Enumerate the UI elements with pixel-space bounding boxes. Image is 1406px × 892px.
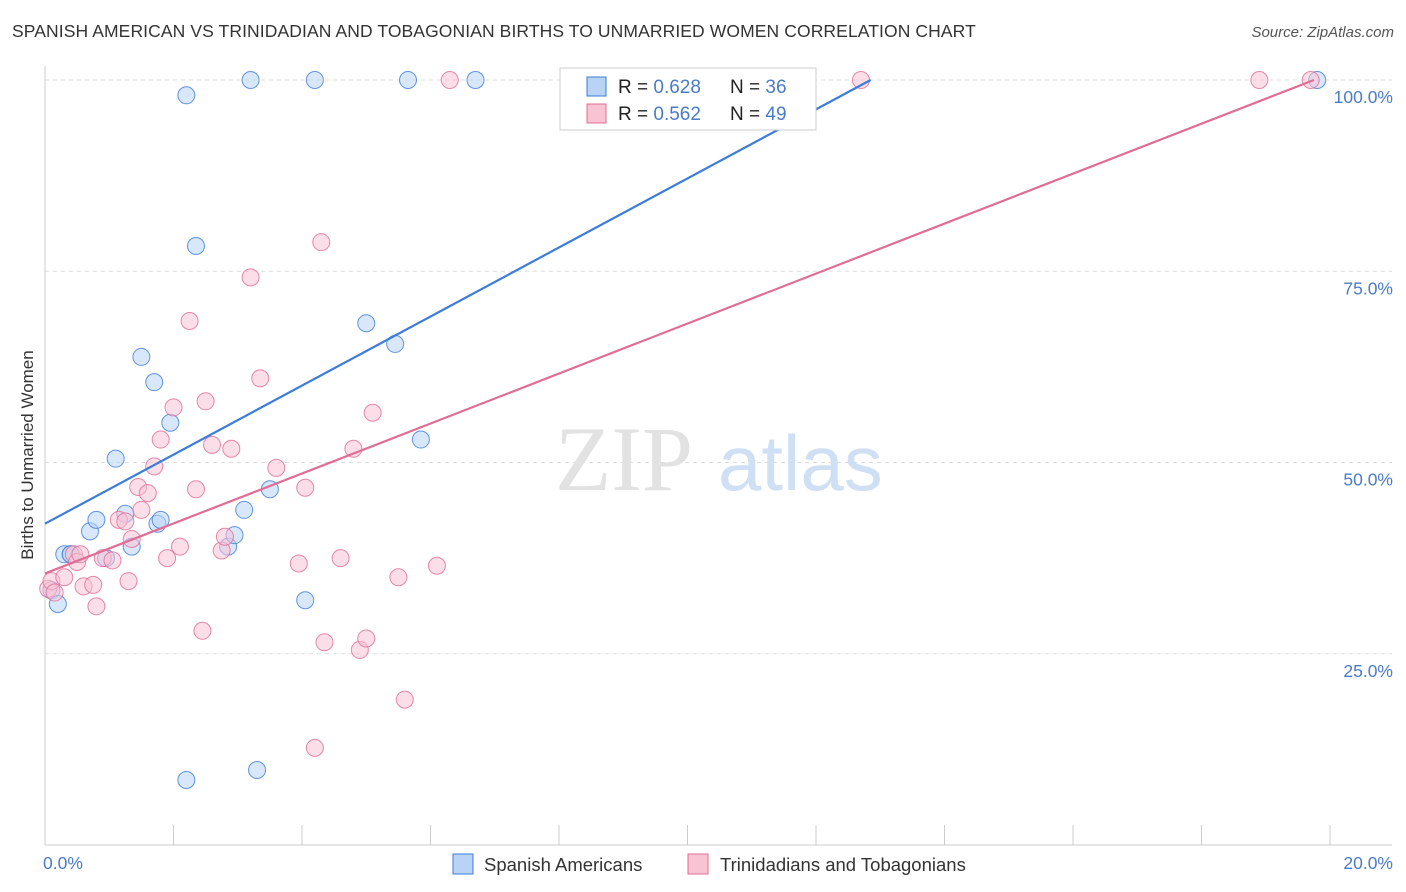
spanish-americans-point (132, 347, 151, 366)
legend-label-trinidadians: Trinidadians and Tobagonians (720, 854, 966, 875)
legend-swatch-pink (586, 103, 607, 124)
y-tick-labels: 25.0% 50.0% 75.0% 100.0% (1334, 87, 1393, 681)
spanish-americans-trend-line (44, 79, 872, 525)
legend-swatch-spanish-americans (452, 853, 474, 875)
y-axis-label: Births to Unmarried Women (18, 350, 37, 559)
spanish-americans-point (235, 500, 254, 519)
trinidadians-point (164, 398, 183, 417)
trinidadians-point (151, 430, 170, 449)
watermark-zip: ZIP (555, 408, 693, 510)
trinidadians-point (241, 268, 260, 287)
y-tick-label: 25.0% (1343, 661, 1393, 681)
trinidadians-point (312, 233, 331, 252)
legend-stat-text: R = 0.562 (618, 104, 701, 125)
spanish-americans-point (177, 770, 196, 789)
trinidadians-point (170, 537, 189, 556)
trinidadians-point (305, 738, 324, 757)
trinidadians-point (1301, 71, 1320, 89)
axes (44, 66, 1392, 846)
spanish-americans-point (186, 237, 205, 256)
stats-legend: R = 0.628 N = 36 R = 0.562 N = 49 (559, 67, 817, 131)
spanish-americans-point (399, 71, 418, 89)
trinidadians-point (103, 551, 122, 570)
trinidadians-point (55, 568, 74, 587)
trinidadians-points (39, 71, 1320, 757)
trinidadians-point (315, 633, 334, 652)
spanish-americans-point (106, 449, 125, 468)
trinidadians-point (357, 629, 376, 648)
trinidadians-point (116, 512, 135, 531)
trinidadians-trend-line (44, 78, 1315, 575)
y-tick-label: 75.0% (1343, 278, 1393, 298)
trinidadians-point (440, 71, 459, 89)
spanish-americans-point (305, 71, 324, 89)
chart-title: SPANISH AMERICAN VS TRINIDADIAN AND TOBA… (12, 21, 976, 41)
legend-swatch-blue (586, 76, 607, 97)
spanish-americans-point (145, 373, 164, 392)
legend-label-spanish-americans: Spanish Americans (484, 854, 642, 875)
y-tick-label: 100.0% (1334, 87, 1393, 107)
trinidadians-point (186, 480, 205, 499)
trinidadians-point (222, 439, 241, 458)
trinidadians-point (395, 690, 414, 709)
spanish-americans-point (411, 430, 430, 449)
chart-source: Source: ZipAtlas.com (1251, 24, 1394, 41)
bottom-legend: Spanish Americans Trinidadians and Tobago… (452, 853, 966, 875)
legend-stat-text: R = 0.628 (618, 77, 701, 98)
trinidadians-point (1250, 71, 1269, 89)
trinidadians-point (45, 583, 64, 602)
trinidadians-point (427, 556, 446, 575)
watermark-atlas: atlas (718, 419, 883, 507)
trend-lines (44, 78, 1315, 575)
spanish-americans-point (296, 591, 315, 610)
x-tick-labels: 0.0% 20.0% (43, 853, 1393, 873)
trinidadians-point (331, 549, 350, 568)
spanish-americans-point (177, 86, 196, 105)
trinidadians-point (296, 478, 315, 497)
trinidadians-point (215, 527, 234, 546)
trinidadians-point (267, 458, 286, 477)
trinidadians-point (87, 597, 106, 616)
grid-lines (45, 79, 1392, 655)
trinidadians-point (363, 403, 382, 422)
trinidadians-point (203, 435, 222, 454)
spanish-americans-point (241, 71, 260, 89)
trinidadians-point (138, 484, 157, 503)
trinidadians-point (389, 568, 408, 587)
legend-stat-n-text: N = 36 (730, 77, 787, 98)
trinidadians-point (84, 575, 103, 594)
x-tick-label: 0.0% (43, 853, 83, 873)
spanish-americans-point (466, 71, 485, 89)
trinidadians-point (180, 311, 199, 330)
trinidadians-point (251, 369, 270, 388)
spanish-americans-point (248, 761, 267, 780)
y-tick-label: 50.0% (1343, 470, 1393, 490)
spanish-americans-point (87, 510, 106, 529)
trinidadians-point (193, 621, 212, 640)
spanish-americans-point (161, 413, 180, 432)
legend-stat-n-text: N = 49 (730, 104, 787, 125)
trinidadians-point (158, 549, 177, 568)
spanish-americans-point (357, 314, 376, 333)
trinidadians-point (145, 457, 164, 476)
trinidadians-point (196, 392, 215, 411)
legend-swatch-trinidadians (687, 853, 709, 875)
trinidadians-point (132, 500, 151, 519)
x-tick-label: 20.0% (1343, 853, 1393, 873)
trinidadians-point (119, 572, 138, 591)
watermark: ZIP atlas (555, 408, 883, 510)
trinidadians-point (289, 554, 308, 573)
